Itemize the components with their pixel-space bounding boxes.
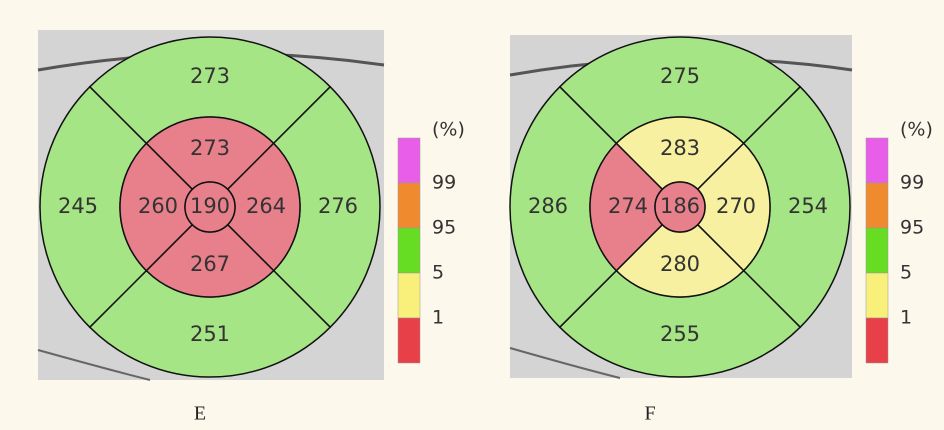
inner-value: 267 (190, 252, 230, 276)
outer-value: 286 (528, 194, 568, 218)
inner-value: 274 (608, 194, 648, 218)
outer-value: 251 (190, 322, 230, 346)
inner-value: 273 (190, 136, 230, 160)
scale-segment (866, 138, 888, 183)
inner-value: 260 (138, 194, 178, 218)
outer-value: 276 (318, 194, 358, 218)
outer-value: 273 (190, 64, 230, 88)
scale-segment (398, 138, 420, 183)
scale-label: 5 (900, 262, 912, 284)
scale-label: 1 (900, 307, 912, 329)
panel-caption: E (194, 403, 206, 425)
scale-label: 95 (432, 217, 456, 239)
scale-label: 1 (432, 307, 444, 329)
center-value: 190 (190, 194, 230, 218)
inner-value: 283 (660, 136, 700, 160)
center-value: 186 (660, 194, 700, 218)
scale-segment (398, 318, 420, 363)
outer-value: 275 (660, 64, 700, 88)
scale-label: 95 (900, 217, 924, 239)
scale-label: 99 (900, 172, 924, 194)
outer-value: 245 (58, 194, 98, 218)
scale-segment (398, 228, 420, 273)
scale-segment (866, 318, 888, 363)
scale-unit: (%) (432, 119, 465, 141)
scale-segment (866, 183, 888, 228)
scale-segment (866, 273, 888, 318)
inner-value: 264 (246, 194, 286, 218)
scale-label: 99 (432, 172, 456, 194)
figure: 273 276 251 245 273 264 267 260 190 E (%) 99 95 5 1 275… (0, 0, 944, 430)
inner-value: 270 (716, 194, 756, 218)
panel-caption: F (644, 403, 655, 425)
scale-segment (398, 273, 420, 318)
scale-segment (866, 228, 888, 273)
outer-value: 255 (660, 322, 700, 346)
scale-segment (398, 183, 420, 228)
inner-value: 280 (660, 252, 700, 276)
page: 273 276 251 245 273 264 267 260 190 E (%) 99 95 5 1 275… (0, 0, 944, 430)
scale-label: 5 (432, 262, 444, 284)
scale-unit: (%) (900, 119, 933, 141)
outer-value: 254 (788, 194, 828, 218)
